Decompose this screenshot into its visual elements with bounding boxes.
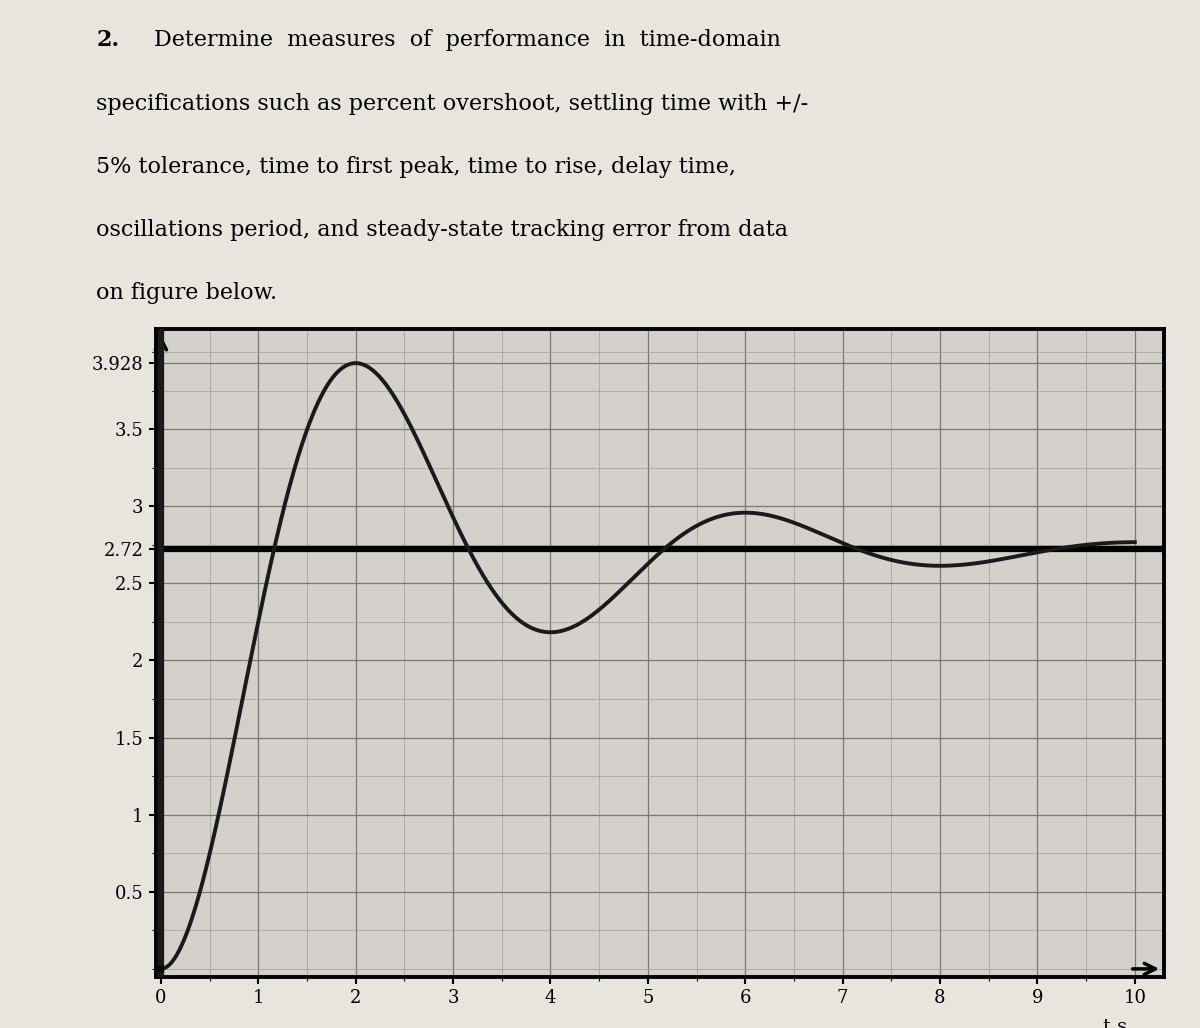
- Text: Determine  measures  of  performance  in  time-domain: Determine measures of performance in tim…: [154, 29, 781, 51]
- Text: on figure below.: on figure below.: [96, 283, 277, 304]
- Text: 5% tolerance, time to first peak, time to rise, delay time,: 5% tolerance, time to first peak, time t…: [96, 156, 736, 178]
- Text: oscillations period, and steady-state tracking error from data: oscillations period, and steady-state tr…: [96, 219, 788, 242]
- Text: 2.: 2.: [96, 29, 119, 51]
- Text: specifications such as percent overshoot, settling time with +/-: specifications such as percent overshoot…: [96, 93, 809, 114]
- Text: t s: t s: [1103, 1018, 1127, 1028]
